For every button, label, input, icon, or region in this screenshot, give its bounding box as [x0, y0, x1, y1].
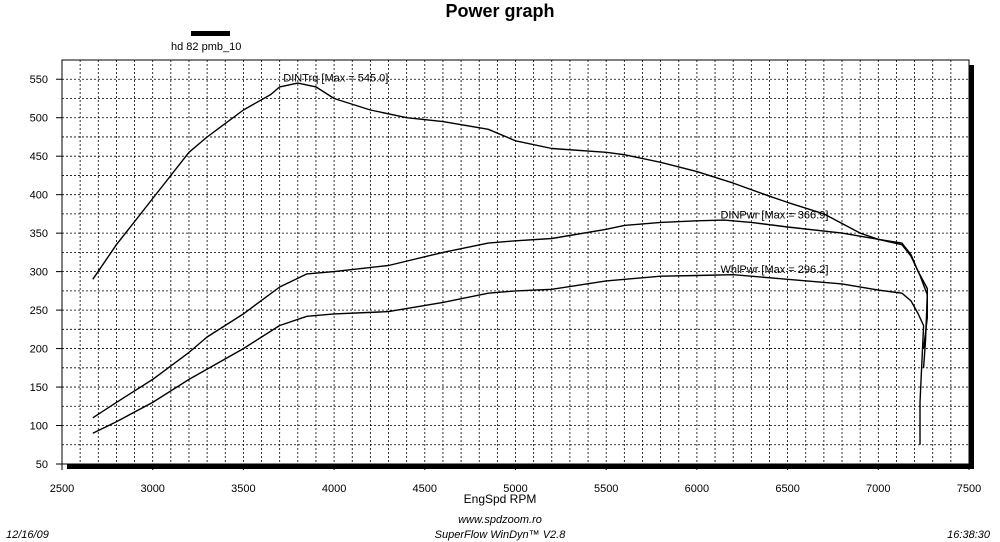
- footer-software: SuperFlow WinDyn™ V2.8: [434, 529, 566, 541]
- y-tick-label: 350: [30, 228, 48, 240]
- y-tick-label: 300: [30, 267, 48, 279]
- annotation-whlpwr: WhlPwr [Max = 296.2]: [720, 264, 828, 276]
- x-tick-label: 4500: [413, 483, 437, 495]
- x-tick-label: 2500: [50, 483, 74, 495]
- x-tick-label: 6500: [775, 483, 799, 495]
- annotation-dinpwr: DINPwr [Max = 366.9]: [720, 210, 828, 222]
- legend-swatch: [191, 31, 230, 36]
- annotations: DINTrq [Max = 545.0] DINPwr [Max = 366.9]…: [283, 73, 828, 277]
- y-tick-label: 50: [36, 459, 48, 471]
- x-tick-label: 6000: [685, 483, 709, 495]
- y-tick-label: 550: [30, 74, 48, 86]
- x-tick-label: 7500: [957, 483, 981, 495]
- footer-date: 12/16/09: [6, 529, 49, 541]
- series-line-whlpwr: [92, 274, 925, 445]
- footer-url: www.spdzoom.ro: [458, 514, 542, 526]
- chart-title: Power graph: [445, 1, 555, 21]
- legend-label: hd 82 pmb_10: [171, 41, 242, 53]
- y-tick-label: 450: [30, 151, 48, 163]
- frame: [61, 59, 974, 469]
- annotation-dintrq: DINTrq [Max = 545.0]: [283, 73, 388, 85]
- y-tick-label: 200: [30, 344, 48, 356]
- y-tick-label: 150: [30, 382, 48, 394]
- x-tick-label: 5500: [594, 483, 618, 495]
- series-line-dinpwr: [92, 219, 928, 419]
- x-tick-label: 3500: [231, 483, 255, 495]
- grid: [62, 60, 969, 464]
- y-tick-label: 500: [30, 113, 48, 125]
- tick-labels: 2500 3000 3500 4000 4500 5000 5500 6000 6500 7000…: [30, 74, 982, 495]
- series-line-dintrq: [92, 82, 928, 368]
- y-tick-label: 250: [30, 305, 48, 317]
- footer-time: 16:38:30: [947, 529, 990, 541]
- x-tick-label: 3000: [140, 483, 164, 495]
- y-tick-label: 400: [30, 190, 48, 202]
- y-tick-label: 100: [30, 421, 48, 433]
- x-tick-label: 4000: [322, 483, 346, 495]
- x-tick-label: 7000: [866, 483, 890, 495]
- series-lines: [92, 82, 928, 445]
- x-tick-label: 5000: [503, 483, 527, 495]
- x-axis-label: EngSpd RPM: [463, 492, 537, 506]
